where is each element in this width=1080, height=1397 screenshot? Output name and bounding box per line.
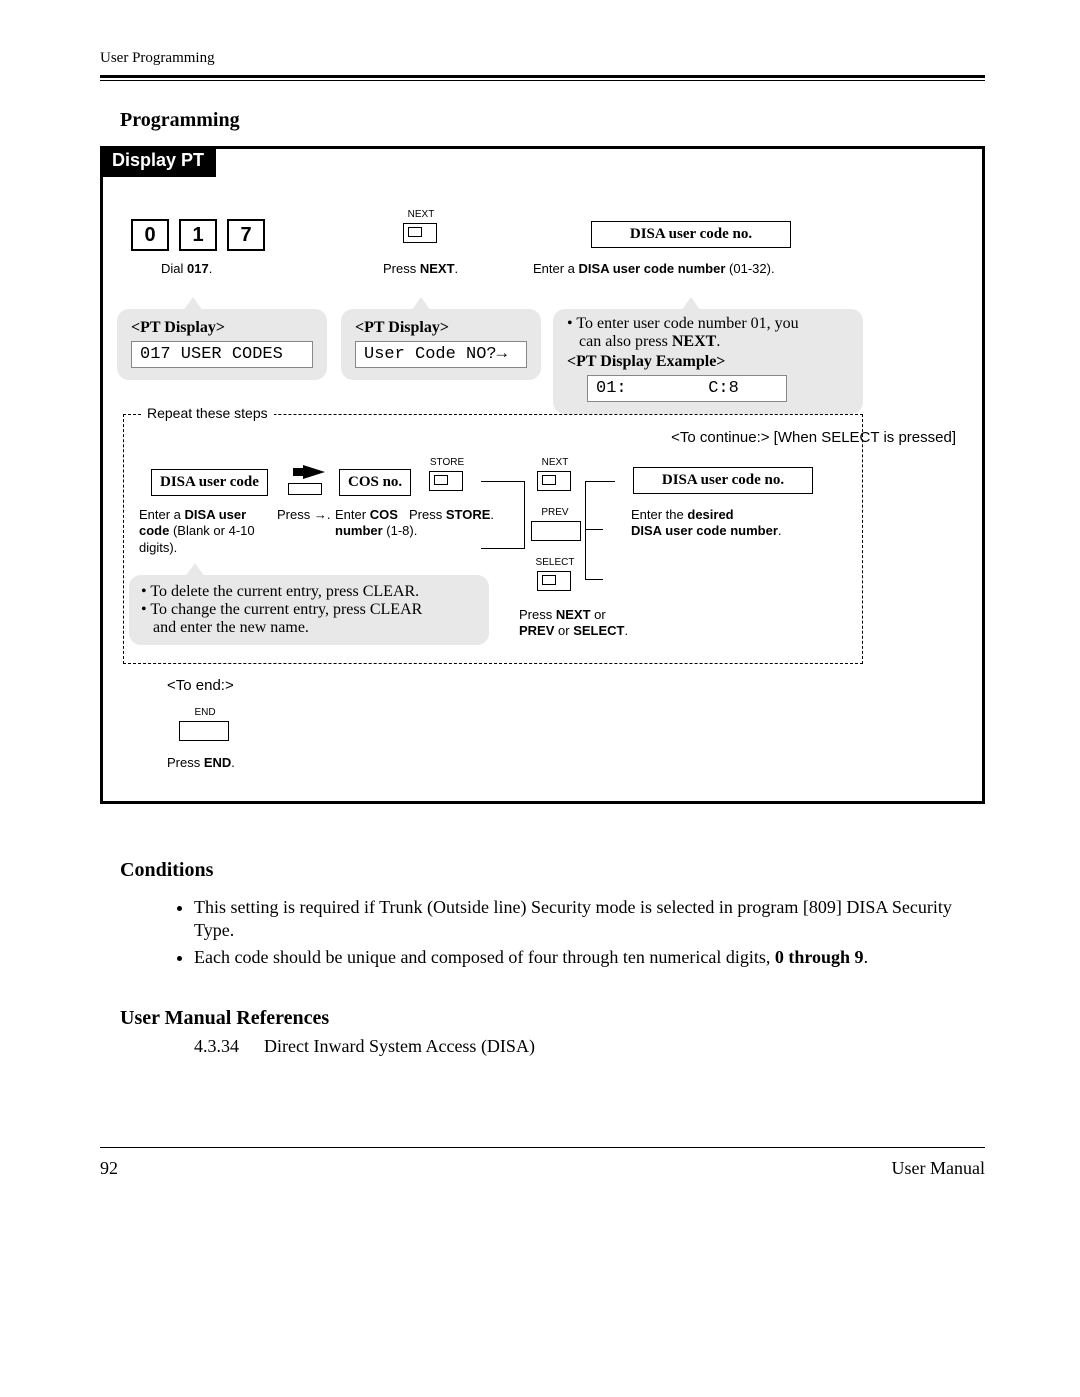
disa-user-code-box: DISA user code bbox=[151, 469, 268, 496]
display-pt-tab: Display PT bbox=[100, 146, 216, 177]
condition-2: Each code should be unique and composed … bbox=[194, 946, 975, 969]
pt-screen-1: 017 USER CODES bbox=[131, 341, 313, 368]
callout3-line2: can also press NEXT. bbox=[567, 333, 849, 351]
page-number: 92 bbox=[100, 1158, 118, 1179]
next-key-icon bbox=[403, 223, 437, 243]
store-label: STORE bbox=[425, 457, 469, 468]
enter-disa-code-text: Enter a DISA user code (Blank or 4-10 di… bbox=[139, 507, 279, 556]
callout-delete-change: • To delete the current entry, press CLE… bbox=[129, 575, 489, 645]
bracket-bot bbox=[585, 579, 603, 580]
callout-pt-display-1: <PT Display> 017 USER CODES bbox=[117, 309, 327, 380]
callout3-line1: • To enter user code number 01, you bbox=[567, 315, 849, 333]
pt-example-label: <PT Display Example> bbox=[567, 353, 849, 371]
callout4-line3: and enter the new name. bbox=[141, 619, 477, 637]
enter-disa-text: Enter a DISA user code number (01-32). bbox=[533, 261, 775, 276]
cos-no-box: COS no. bbox=[339, 469, 411, 496]
next-key-2 bbox=[537, 471, 571, 491]
callout-pt-example: • To enter user code number 01, you can … bbox=[553, 309, 863, 414]
store-key bbox=[429, 471, 463, 491]
page-header: User Programming bbox=[100, 50, 985, 67]
conditions-list: This setting is required if Trunk (Outsi… bbox=[194, 896, 985, 969]
press-next-prev-text: Press NEXT or PREV or SELECT. bbox=[519, 607, 659, 640]
prev-key bbox=[531, 521, 581, 541]
pt-example-screen: 01: C:8 bbox=[587, 375, 787, 402]
disa-user-code-no-box-2: DISA user code no. bbox=[633, 467, 813, 494]
footer-right: User Manual bbox=[892, 1158, 985, 1179]
pt-display-label-2: <PT Display> bbox=[355, 319, 527, 337]
select-key bbox=[537, 571, 571, 591]
digit-0: 0 bbox=[131, 219, 169, 251]
bracket-right bbox=[585, 481, 615, 579]
arrow-key bbox=[288, 483, 322, 495]
digit-7: 7 bbox=[227, 219, 265, 251]
reference-line: 4.3.34Direct Inward System Access (DISA) bbox=[194, 1036, 985, 1057]
press-next-text: Press NEXT. bbox=[383, 261, 458, 276]
callout4-line2: • To change the current entry, press CLE… bbox=[141, 601, 477, 619]
callout-pt-display-2: <PT Display> User Code NO?→ bbox=[341, 309, 541, 380]
programming-heading: Programming bbox=[120, 109, 985, 132]
press-store-text: Press STORE. bbox=[409, 507, 494, 522]
digit-1: 1 bbox=[179, 219, 217, 251]
callout4-line1: • To delete the current entry, press CLE… bbox=[141, 583, 477, 601]
dial-017-text: Dial 017. bbox=[161, 261, 212, 276]
next-label-2: NEXT bbox=[535, 457, 575, 468]
next-key-label: NEXT bbox=[401, 209, 441, 220]
pt-screen-2: User Code NO?→ bbox=[355, 341, 527, 368]
continue-label: <To continue:> [When SELECT is pressed] bbox=[671, 429, 956, 446]
header-rule bbox=[100, 75, 985, 81]
repeat-label: Repeat these steps bbox=[141, 405, 274, 421]
enter-desired-text: Enter the desired DISA user code number. bbox=[631, 507, 831, 540]
conditions-heading: Conditions bbox=[120, 859, 985, 882]
footer: 92 User Manual bbox=[100, 1147, 985, 1179]
diagram-frame: Display PT 0 1 7 Dial 017. NEXT Press NE… bbox=[100, 146, 985, 804]
end-key-label: END bbox=[185, 707, 225, 718]
press-end-text: Press END. bbox=[167, 755, 235, 770]
press-arrow-text: Press →. bbox=[277, 507, 330, 522]
condition-1: This setting is required if Trunk (Outsi… bbox=[194, 896, 975, 942]
disa-user-code-no-box: DISA user code no. bbox=[591, 221, 791, 248]
to-end-label: <To end:> bbox=[167, 677, 234, 694]
references-heading: User Manual References bbox=[120, 1007, 985, 1030]
end-key bbox=[179, 721, 229, 741]
select-label: SELECT bbox=[531, 557, 579, 568]
arrow-icon bbox=[303, 465, 325, 479]
prev-label: PREV bbox=[535, 507, 575, 518]
pt-display-label-1: <PT Display> bbox=[131, 319, 313, 337]
bracket-mid bbox=[585, 529, 603, 530]
